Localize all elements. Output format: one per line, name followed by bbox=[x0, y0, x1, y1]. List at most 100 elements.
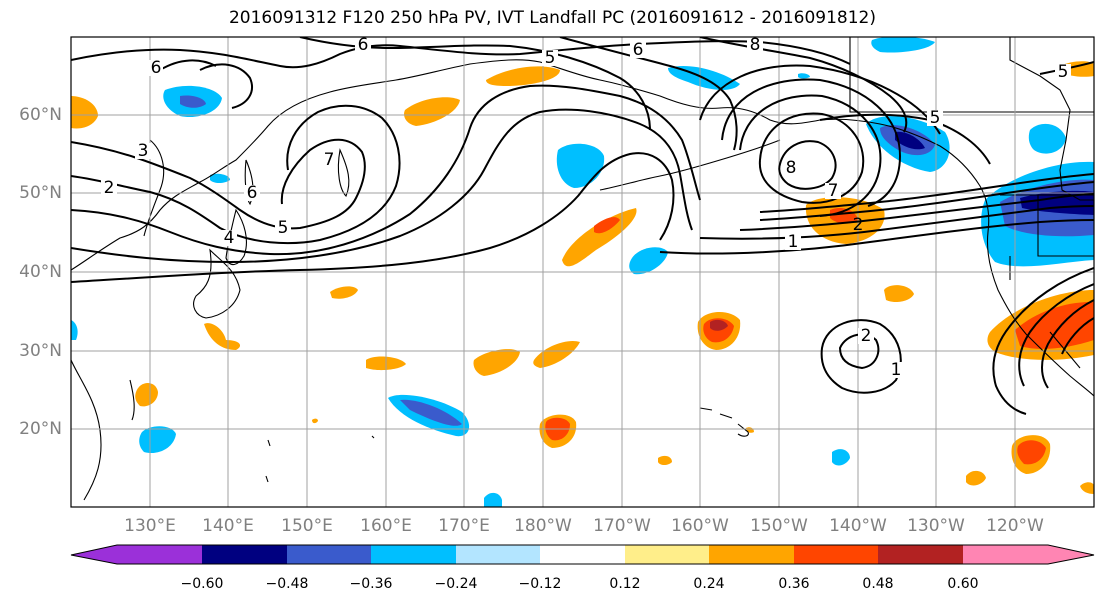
map-title: 2016091312 F120 250 hPa PV, IVT Landfall… bbox=[228, 8, 876, 28]
colorbar-segment bbox=[878, 545, 963, 564]
colorbar-outline bbox=[70, 544, 1095, 565]
lon-label: 160°W bbox=[671, 516, 729, 536]
contour-label: 6 bbox=[151, 58, 162, 78]
colorbar-extend-min bbox=[71, 545, 117, 564]
ivt-contour-closed bbox=[778, 140, 837, 190]
pv-positive-region bbox=[533, 340, 580, 368]
pv-negative-region bbox=[798, 73, 810, 79]
ivt-contour bbox=[1018, 283, 1094, 387]
pv-positive-core bbox=[594, 217, 620, 234]
pv-positive-region bbox=[486, 66, 560, 86]
coastline-north-pacific-rim bbox=[71, 59, 1094, 397]
lon-label: 140°W bbox=[829, 516, 887, 536]
contour-label: 7 bbox=[828, 181, 839, 201]
pv-negative-region bbox=[556, 143, 605, 188]
pv-positive-region bbox=[404, 97, 460, 126]
coastline-baja bbox=[1049, 331, 1081, 369]
pv-positive-core bbox=[710, 319, 728, 331]
pv-positive-region bbox=[966, 470, 986, 486]
coastline-taiwan bbox=[129, 379, 135, 421]
coastline-aleutians bbox=[599, 139, 781, 191]
contour-labels: 6 6 6 5 8 5 3 2 7 6 5 4 8 7 2 1 5 2 1 bbox=[101, 37, 1071, 380]
colorbar-segment bbox=[794, 545, 878, 564]
ivt-contour bbox=[992, 267, 1094, 415]
ivt-contour bbox=[759, 181, 1094, 221]
coastline-hawaii bbox=[699, 407, 749, 437]
ivt-contour bbox=[699, 64, 941, 135]
lon-label: 140°E bbox=[202, 516, 254, 536]
contour-label: 1 bbox=[891, 360, 902, 380]
pv-negative-region bbox=[484, 492, 502, 507]
colorbar: −0.60 −0.48 −0.36 −0.24 −0.12 0.12 0.24 … bbox=[70, 544, 1095, 592]
colorbar-tick: −0.48 bbox=[266, 576, 309, 592]
colorbar-segment bbox=[963, 545, 1048, 564]
ivt-contour bbox=[559, 37, 738, 151]
ivt-contour bbox=[71, 138, 366, 230]
ivt-contour-closed bbox=[838, 333, 880, 370]
lat-label: 20°N bbox=[19, 419, 62, 439]
ivt-contour bbox=[739, 193, 1094, 231]
pv-positive-region bbox=[473, 349, 520, 376]
colorbar-segment bbox=[371, 545, 456, 564]
lon-label: 150°W bbox=[750, 516, 808, 536]
lat-axis-labels: 60°N 50°N 40°N 30°N 20°N bbox=[19, 105, 62, 439]
lat-label: 60°N bbox=[19, 105, 62, 125]
colorbar-segment bbox=[202, 545, 287, 564]
ivt-contour bbox=[721, 78, 902, 207]
colorbar-tick: 0.48 bbox=[862, 576, 893, 592]
colorbar-segment bbox=[456, 545, 540, 564]
border-canada-alaska bbox=[849, 37, 1094, 113]
ivt-contour bbox=[659, 219, 1094, 255]
ivt-contour bbox=[71, 152, 675, 283]
lon-label: 150°E bbox=[281, 516, 333, 536]
colorbar-tick: −0.60 bbox=[181, 576, 224, 592]
colorbar-segment bbox=[117, 545, 202, 564]
contour-label: 3 bbox=[138, 141, 149, 161]
pv-positive-core bbox=[1017, 440, 1046, 465]
colorbar-tick: 0.60 bbox=[947, 576, 978, 592]
lon-label: 120°W bbox=[986, 516, 1044, 536]
contour-label: 5 bbox=[1058, 62, 1069, 82]
lon-label: 170°W bbox=[593, 516, 651, 536]
map-frame bbox=[70, 36, 1095, 508]
contour-label: 5 bbox=[930, 108, 941, 128]
lon-label: 160°E bbox=[360, 516, 412, 536]
contour-label: 6 bbox=[247, 183, 258, 203]
pv-positive-region bbox=[204, 323, 241, 350]
lon-label: 170°E bbox=[438, 516, 490, 536]
colorbar-extend-max bbox=[1048, 545, 1094, 564]
pv-positive-region bbox=[884, 285, 914, 302]
contour-label: 8 bbox=[786, 158, 797, 178]
colorbar-segment bbox=[287, 545, 371, 564]
colorbar-tick: 0.24 bbox=[693, 576, 724, 592]
ivt-contour bbox=[759, 173, 1094, 213]
pv-positive-region bbox=[658, 455, 672, 465]
pv-negative-region bbox=[71, 320, 78, 340]
lon-label: 130°W bbox=[907, 516, 965, 536]
contour-label: 2 bbox=[861, 326, 872, 346]
pv-negative-region bbox=[832, 449, 850, 466]
colorbar-tick: −0.36 bbox=[350, 576, 393, 592]
lat-label: 50°N bbox=[19, 183, 62, 203]
ivt-contours bbox=[71, 37, 1094, 415]
lat-label: 30°N bbox=[19, 341, 62, 361]
contour-label: 5 bbox=[278, 218, 289, 238]
lon-label: 130°E bbox=[124, 516, 176, 536]
coastline-china bbox=[71, 359, 102, 501]
contour-label: 4 bbox=[224, 228, 235, 248]
lon-axis-labels: 130°E 140°E 150°E 160°E 170°E 180°W 170°… bbox=[124, 516, 1044, 536]
coastline-japan-south bbox=[193, 248, 241, 319]
pv-negative-region bbox=[139, 426, 176, 454]
ivt-contour bbox=[1041, 299, 1094, 389]
contour-label: 2 bbox=[104, 178, 115, 198]
ivt-contour bbox=[1061, 317, 1094, 355]
colorbar-segment bbox=[625, 545, 709, 564]
contour-label: 1 bbox=[788, 232, 799, 252]
colorbar-tick: −0.12 bbox=[519, 576, 562, 592]
coastline-hokkaido bbox=[244, 159, 254, 206]
coastline-korea bbox=[143, 139, 165, 237]
pv-positive-region bbox=[312, 418, 318, 424]
ivt-contour bbox=[199, 63, 253, 109]
pv-negative-core bbox=[180, 95, 206, 108]
